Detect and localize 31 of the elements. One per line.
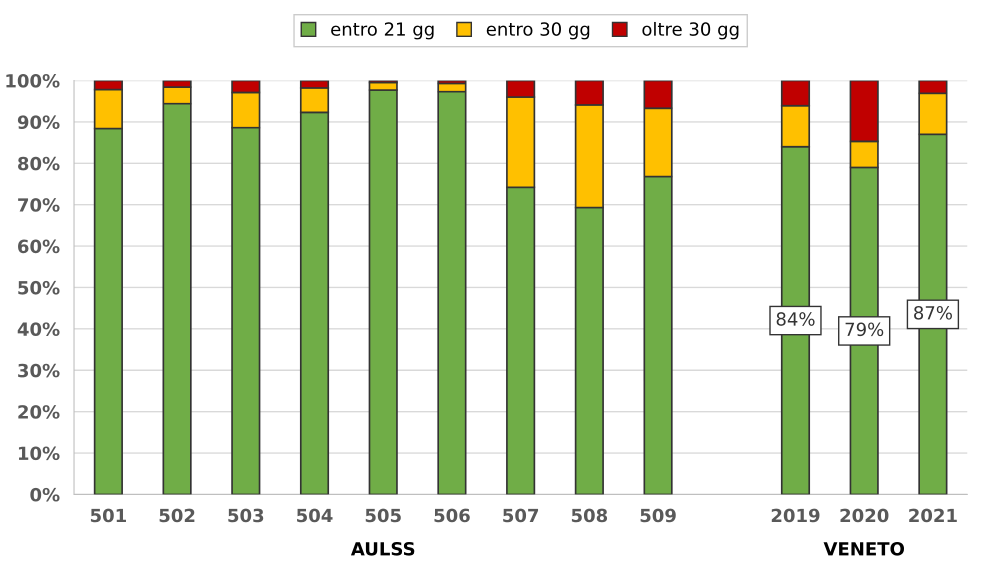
text: VENETO (824, 542, 904, 556)
y-tick-label: 0% (30, 488, 60, 502)
data-label: 79% (846, 322, 884, 336)
x-tick-label: 501 (90, 508, 126, 522)
x-tick-label: 2021 (909, 508, 957, 522)
legend-label: entro 30 gg (486, 22, 590, 40)
legend-label: entro 21 gg (331, 22, 434, 40)
text: AULSS (350, 542, 414, 556)
data-label: 84% (776, 312, 815, 326)
x-tick-label: 507 (503, 508, 538, 522)
y-tick-label: 70% (18, 198, 60, 212)
legend-label: oltre 30 gg (642, 22, 738, 40)
y-tick-label: 30% (18, 364, 60, 378)
data-label: 87% (914, 306, 952, 320)
y-tick-label: 60% (18, 240, 60, 254)
y-tick-label: 100% (6, 74, 60, 88)
y-tick-label: 50% (18, 280, 60, 295)
x-tick-label: 508 (572, 508, 608, 522)
y-tick-label: 10% (18, 446, 60, 460)
x-tick-label: 503 (228, 508, 264, 522)
y-tick-label: 40% (18, 322, 60, 336)
y-tick-label: 80% (18, 156, 60, 170)
x-tick-label: 506 (434, 508, 470, 522)
x-tick-label: 509 (640, 508, 676, 522)
x-tick-label: 2019 (772, 508, 820, 522)
x-tick-label: 504 (297, 508, 333, 522)
x-tick-label: 502 (160, 508, 194, 522)
y-tick-label: 90% (18, 115, 60, 130)
x-tick-label: 505 (366, 508, 401, 522)
x-tick-label: 2020 (840, 508, 888, 522)
y-tick-label: 20% (18, 405, 60, 419)
